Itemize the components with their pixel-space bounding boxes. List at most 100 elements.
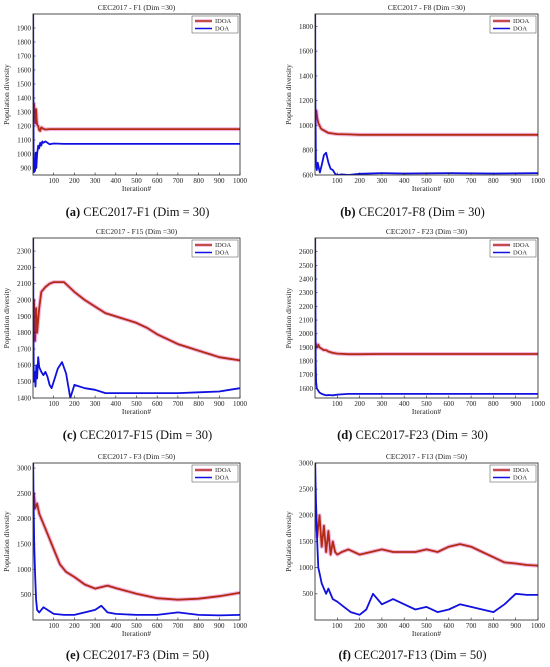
chart-2-xtick-label: 200 xyxy=(69,400,80,408)
chart-4-legend-0-label: IDOA xyxy=(215,467,232,474)
chart-3-ytick-label: 1900 xyxy=(299,344,314,352)
chart-5-series-0-line xyxy=(315,504,538,567)
chart-1-title: CEC2017 - F8 (Dim =30) xyxy=(388,3,466,12)
chart-1-xtick-label: 700 xyxy=(466,177,477,185)
chart-2-title: CEC2017 - F15 (Dim =30) xyxy=(96,227,178,236)
chart-1-plot-bg xyxy=(315,14,538,175)
chart-2-xtick-label: 600 xyxy=(152,400,163,408)
chart-1-xtick-label: 600 xyxy=(444,177,455,185)
chart-0-xtick-label: 500 xyxy=(131,177,142,185)
chart-1-ytick-label: 1400 xyxy=(299,72,314,80)
chart-4-xtick-label: 600 xyxy=(152,622,163,630)
caption-c-text: CEC2017-F15 (Dim = 30) xyxy=(76,428,213,442)
chart-3-xtick-label: 300 xyxy=(377,400,388,408)
chart-2-legend-0-label: IDOA xyxy=(215,242,232,249)
chart-4-ytick-label: 1500 xyxy=(17,540,32,548)
chart-3-ytick-label: 2000 xyxy=(299,330,314,338)
chart-3-xtick-label: 700 xyxy=(466,400,477,408)
chart-2: 100 200 300 400 500 600 700 800 900 1000 1400 1500 1… xyxy=(2,227,248,416)
chart-2-ytick-label: 2300 xyxy=(17,247,32,255)
chart-3-xtick-label: 400 xyxy=(399,400,410,408)
chart-1-ytick-label: 1000 xyxy=(299,122,314,130)
chart-2-xtick-label: 500 xyxy=(131,400,142,408)
caption-a-letter: (a) xyxy=(65,205,81,219)
chart-3-ylabel: Population diversity xyxy=(284,287,293,348)
chart-0-xtick-label: 400 xyxy=(111,177,122,185)
caption-f-letter: (f) xyxy=(338,648,351,662)
chart-0-ytick-label: 1500 xyxy=(17,80,32,88)
chart-2-xtick-label: 900 xyxy=(214,400,225,408)
chart-0-plot-bg xyxy=(33,14,240,175)
caption-e-letter: (e) xyxy=(65,648,80,662)
chart-5: 100 200 300 400 500 600 700 800 900 1000 500 1000 15… xyxy=(284,452,546,638)
chart-2-ytick-label: 1400 xyxy=(17,394,32,402)
chart-0-legend-1-label: DOA xyxy=(215,26,229,33)
chart-2-series-0-line xyxy=(33,281,240,362)
chart-1-ytick-label: 1600 xyxy=(299,48,314,56)
chart-1-ytick-label: 600 xyxy=(303,171,314,179)
chart-1-xtick-label: 800 xyxy=(488,177,499,185)
chart-5-xtick-label: 100 xyxy=(332,622,343,630)
caption-d-text: CEC2017-F23 (Dim = 30) xyxy=(352,428,488,442)
chart-5-xtick-label: 700 xyxy=(466,622,477,630)
chart-4-ytick-label: 1000 xyxy=(17,566,32,574)
caption-c-letter: (c) xyxy=(62,428,77,442)
chart-3-series-1-line xyxy=(315,238,538,397)
chart-1-xtick-label: 300 xyxy=(377,177,388,185)
chart-1-series-1-line xyxy=(315,14,538,175)
chart-2-ytick-label: 2200 xyxy=(17,264,32,272)
chart-4-title: CEC2017 - F3 (Dim =50) xyxy=(98,452,176,461)
chart-3-ytick-label: 2400 xyxy=(299,275,314,283)
chart-1-xtick-label: 1000 xyxy=(531,177,546,185)
chart-0-ytick-label: 1600 xyxy=(17,66,32,74)
chart-1-ytick-label: 800 xyxy=(303,147,314,155)
chart-5-ytick-label: 500 xyxy=(303,590,314,598)
chart-0-xtick-label: 800 xyxy=(193,177,204,185)
chart-0-ytick-label: 1100 xyxy=(17,136,31,144)
chart-2-ylabel: Population diversity xyxy=(2,287,11,348)
chart-2-ytick-label: 2100 xyxy=(17,280,32,288)
chart-4-series-1-line xyxy=(33,463,240,617)
chart-2-xtick-label: 100 xyxy=(48,400,59,408)
chart-1: 100 200 300 400 500 600 700 800 900 1000 600 800 100… xyxy=(284,3,546,193)
chart-5-xtick-label: 200 xyxy=(354,622,365,630)
chart-3: 100 200 300 400 500 600 700 800 900 1000 1600 1700 1… xyxy=(284,227,546,416)
chart-3-xtick-label: 100 xyxy=(332,400,343,408)
chart-5-ytick-label: 2000 xyxy=(299,512,314,520)
chart-3-plot-bg xyxy=(315,238,538,398)
chart-3-title: CEC2017 - F23 (Dim =30) xyxy=(386,227,468,236)
chart-2-ytick-label: 1900 xyxy=(17,313,32,321)
chart-0-ytick-label: 900 xyxy=(21,164,32,172)
chart-2-xtick-label: 300 xyxy=(90,400,101,408)
chart-4-xtick-label: 900 xyxy=(214,622,225,630)
chart-4-xtick-label: 800 xyxy=(193,622,204,630)
chart-0-xlabel: Iteration# xyxy=(122,184,151,193)
caption-d: (d) CEC2017-F23 (Dim = 30) xyxy=(275,428,550,443)
chart-1-series-0-line xyxy=(315,109,538,136)
chart-4-xtick-label: 1000 xyxy=(233,622,248,630)
chart-1-xtick-label: 400 xyxy=(399,177,410,185)
chart-4-xlabel: Iteration# xyxy=(122,629,151,638)
chart-5-xtick-label: 300 xyxy=(377,622,388,630)
chart-5-plot-bg xyxy=(315,463,538,620)
chart-3-ytick-label: 2500 xyxy=(299,262,314,270)
chart-3-ytick-label: 2600 xyxy=(299,248,314,256)
chart-3-ytick-label: 1800 xyxy=(299,357,314,365)
chart-4-legend-1-label: DOA xyxy=(215,475,229,482)
chart-0-series-1-line xyxy=(33,14,240,174)
chart-5-xlabel: Iteration# xyxy=(412,629,441,638)
chart-3-xtick-label: 500 xyxy=(421,400,432,408)
chart-0-xtick-label: 100 xyxy=(48,177,59,185)
chart-5-ytick-label: 2500 xyxy=(299,486,314,494)
chart-2-ytick-label: 1800 xyxy=(17,329,32,337)
caption-a: (a) CEC2017-F1 (Dim = 30) xyxy=(0,205,275,220)
chart-5-xtick-label: 900 xyxy=(510,622,521,630)
chart-5-xtick-label: 1000 xyxy=(531,622,546,630)
chart-0-ytick-label: 1400 xyxy=(17,94,32,102)
chart-0-ytick-label: 1300 xyxy=(17,108,32,116)
caption-e: (e) CEC2017-F3 (Dim = 50) xyxy=(0,648,275,663)
caption-f-text: CEC2017-F13 (Dim = 50) xyxy=(350,648,487,662)
chart-2-plot-bg xyxy=(33,238,240,398)
chart-3-legend-0-label: IDOA xyxy=(513,242,530,249)
